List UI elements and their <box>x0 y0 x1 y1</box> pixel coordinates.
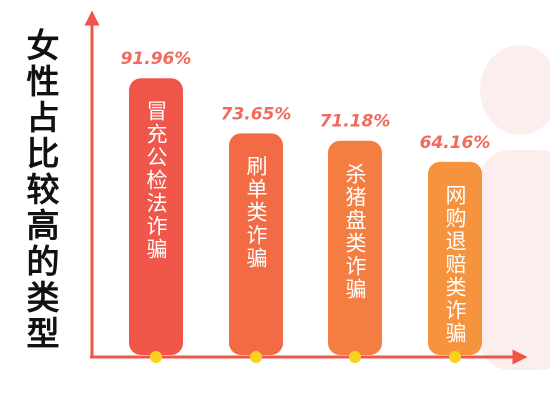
bar <box>129 78 183 355</box>
bar <box>428 161 482 355</box>
base-dot <box>449 351 461 363</box>
category-label: 网购退赔类诈骗 <box>443 183 467 345</box>
base-dot <box>150 351 162 363</box>
background-figure <box>480 45 550 135</box>
bar <box>328 140 382 355</box>
value-label: 73.65% <box>221 104 292 124</box>
category-label: 杀猪盘类诈骗 <box>343 162 367 301</box>
background-figure <box>480 150 550 370</box>
base-dot <box>349 351 361 363</box>
value-label: 64.16% <box>420 133 491 153</box>
category-label: 冒充公检法诈骗 <box>144 100 168 262</box>
base-dot <box>250 351 262 363</box>
bar <box>229 133 283 355</box>
chart-title: 女性占比较高的类型 <box>21 28 60 352</box>
value-label: 71.18% <box>320 112 391 132</box>
value-label: 91.96% <box>121 49 192 69</box>
category-label: 刷单类诈骗 <box>244 155 268 271</box>
